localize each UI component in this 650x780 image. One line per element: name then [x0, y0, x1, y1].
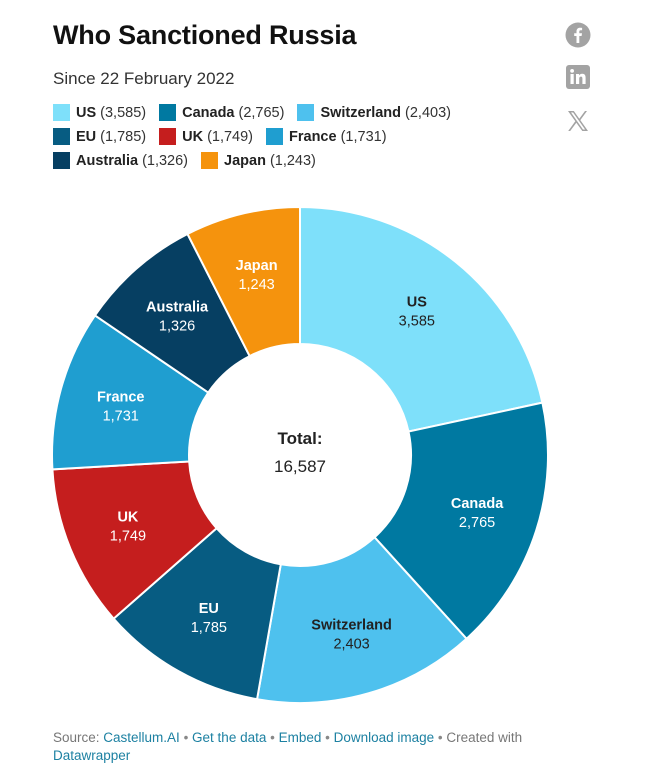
- legend-swatch: [53, 104, 70, 121]
- legend-value: (1,749): [207, 128, 254, 145]
- datawrapper-link[interactable]: Datawrapper: [53, 748, 131, 763]
- donut-slice-us[interactable]: [299, 205, 544, 433]
- linkedin-icon[interactable]: [565, 64, 591, 90]
- legend-value: (3,585): [100, 104, 147, 121]
- get-data-link[interactable]: Get the data: [192, 730, 267, 745]
- slice-label-name: France: [97, 389, 145, 405]
- legend-row: EU (1,785) UK (1,749) France (1,731): [53, 127, 513, 146]
- footer-separator: •: [266, 730, 279, 745]
- legend-label: Switzerland: [320, 104, 402, 121]
- slice-label-value: 1,785: [191, 620, 227, 636]
- donut-center-label: Total:: [277, 429, 322, 448]
- slice-label-name: Australia: [146, 299, 209, 315]
- legend-row: Australia (1,326) Japan (1,243): [53, 151, 513, 170]
- legend-label: UK: [182, 128, 204, 145]
- footer-created-with: Created with: [446, 730, 523, 745]
- legend-swatch: [297, 104, 315, 121]
- legend-swatch: [53, 128, 70, 145]
- legend-label: Canada: [182, 104, 235, 121]
- legend-item-uk: UK (1,749): [159, 128, 253, 145]
- legend-item-us: US (3,585): [53, 104, 146, 121]
- footer-source-prefix: Source:: [53, 730, 104, 745]
- footer: Source: Castellum.AI • Get the data • Em…: [53, 729, 593, 765]
- legend-row: US (3,585) Canada (2,765) Switzerland (2…: [53, 103, 513, 122]
- slice-label-name: Canada: [451, 496, 504, 512]
- donut-slice-canada[interactable]: [373, 401, 549, 641]
- legend-label: Australia: [76, 152, 139, 169]
- legend-value: (2,403): [405, 104, 451, 121]
- x-icon[interactable]: [565, 108, 591, 134]
- legend-value: (1,731): [340, 128, 387, 145]
- download-image-link[interactable]: Download image: [333, 730, 435, 745]
- chart-title: Who Sanctioned Russia: [53, 20, 357, 50]
- donut-chart: US 3,585 Canada 2,765 Switzerland 2,403 EU 1,78…: [51, 205, 549, 704]
- legend-label: EU: [76, 128, 97, 145]
- slice-label-value: 3,585: [399, 313, 435, 329]
- legend-swatch: [159, 128, 177, 145]
- legend: US (3,585) Canada (2,765) Switzerland (2…: [53, 103, 513, 175]
- facebook-icon[interactable]: [565, 22, 591, 48]
- legend-label: France: [289, 128, 337, 145]
- slice-label-name: EU: [199, 601, 219, 617]
- slice-label-name: Japan: [236, 258, 278, 274]
- slice-label-value: 2,765: [459, 515, 495, 531]
- legend-item-eu: EU (1,785): [53, 128, 146, 145]
- legend-value: (1,243): [269, 152, 316, 169]
- legend-swatch: [201, 152, 219, 169]
- embed-link[interactable]: Embed: [278, 730, 322, 745]
- slice-label-value: 1,731: [103, 408, 139, 424]
- legend-item-france: France (1,731): [266, 128, 387, 145]
- slice-label-value: 1,749: [110, 529, 146, 545]
- slice-label-value: 2,403: [333, 637, 369, 653]
- slice-label-value: 1,326: [159, 318, 195, 334]
- slice-label-name: US: [407, 294, 427, 310]
- legend-label: Japan: [224, 152, 266, 169]
- legend-label: US: [76, 104, 97, 121]
- legend-item-canada: Canada (2,765): [159, 104, 284, 121]
- donut-slice-switzerland[interactable]: [255, 535, 468, 704]
- legend-swatch: [159, 104, 177, 121]
- source-link[interactable]: Castellum.AI: [103, 730, 180, 745]
- chart-subtitle: Since 22 February 2022: [53, 69, 235, 88]
- legend-value: (1,326): [142, 152, 189, 169]
- footer-separator: •: [434, 730, 447, 745]
- donut-slice-japan[interactable]: [186, 205, 301, 358]
- legend-swatch: [266, 128, 284, 145]
- legend-value: (2,765): [238, 104, 285, 121]
- slice-label-name: UK: [117, 510, 138, 526]
- donut-center-value: 16,587: [274, 457, 326, 476]
- legend-swatch: [53, 152, 70, 169]
- slice-label-value: 1,243: [238, 277, 274, 293]
- legend-item-japan: Japan (1,243): [201, 152, 316, 169]
- donut-slice-labels: US 3,585 Canada 2,765 Switzerland 2,403 EU 1,78…: [97, 258, 504, 653]
- legend-value: (1,785): [100, 128, 147, 145]
- slice-label-name: Switzerland: [311, 618, 392, 634]
- legend-item-switzerland: Switzerland (2,403): [297, 104, 451, 121]
- legend-item-australia: Australia (1,326): [53, 152, 188, 169]
- donut-slices: [51, 205, 549, 704]
- footer-separator: •: [179, 730, 193, 745]
- footer-separator: •: [321, 730, 334, 745]
